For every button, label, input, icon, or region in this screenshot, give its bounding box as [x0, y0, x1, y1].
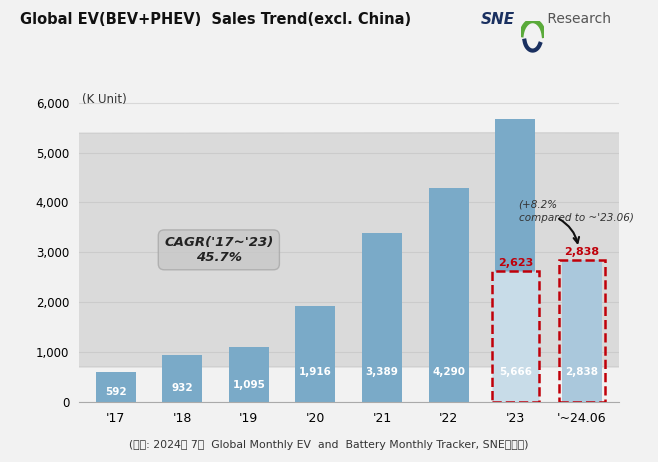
- Bar: [495, 119, 535, 402]
- FancyArrow shape: [0, 133, 658, 367]
- Text: SNE: SNE: [480, 12, 515, 26]
- Bar: [362, 233, 402, 402]
- Text: 4,290: 4,290: [432, 367, 465, 377]
- Text: 3,389: 3,389: [366, 367, 399, 377]
- Text: 2,623: 2,623: [497, 258, 533, 268]
- Text: Global EV(BEV+PHEV)  Sales Trend(excl. China): Global EV(BEV+PHEV) Sales Trend(excl. Ch…: [20, 12, 411, 26]
- Text: (K Unit): (K Unit): [82, 93, 127, 106]
- Text: 5,666: 5,666: [499, 367, 532, 377]
- Text: 1,916: 1,916: [299, 367, 332, 377]
- Text: 2,838: 2,838: [565, 248, 599, 257]
- Text: 2,838: 2,838: [565, 367, 598, 377]
- Text: Research: Research: [543, 12, 611, 25]
- Text: (출처: 2024년 7월  Global Monthly EV  and  Battery Monthly Tracker, SNE리서치): (출처: 2024년 7월 Global Monthly EV and Batt…: [129, 440, 529, 450]
- Text: 1,095: 1,095: [232, 380, 265, 390]
- Bar: [559, 261, 605, 402]
- Bar: [428, 188, 468, 402]
- Bar: [295, 306, 336, 402]
- Bar: [492, 271, 539, 402]
- Bar: [229, 347, 269, 402]
- Bar: [163, 355, 202, 402]
- Text: CAGR('17~'23)
45.7%: CAGR('17~'23) 45.7%: [164, 236, 274, 264]
- Text: (+8.2%
compared to ~'23.06): (+8.2% compared to ~'23.06): [519, 200, 634, 223]
- Text: 932: 932: [171, 383, 193, 393]
- Bar: [95, 372, 136, 402]
- Text: 592: 592: [105, 387, 126, 397]
- Bar: [562, 261, 602, 402]
